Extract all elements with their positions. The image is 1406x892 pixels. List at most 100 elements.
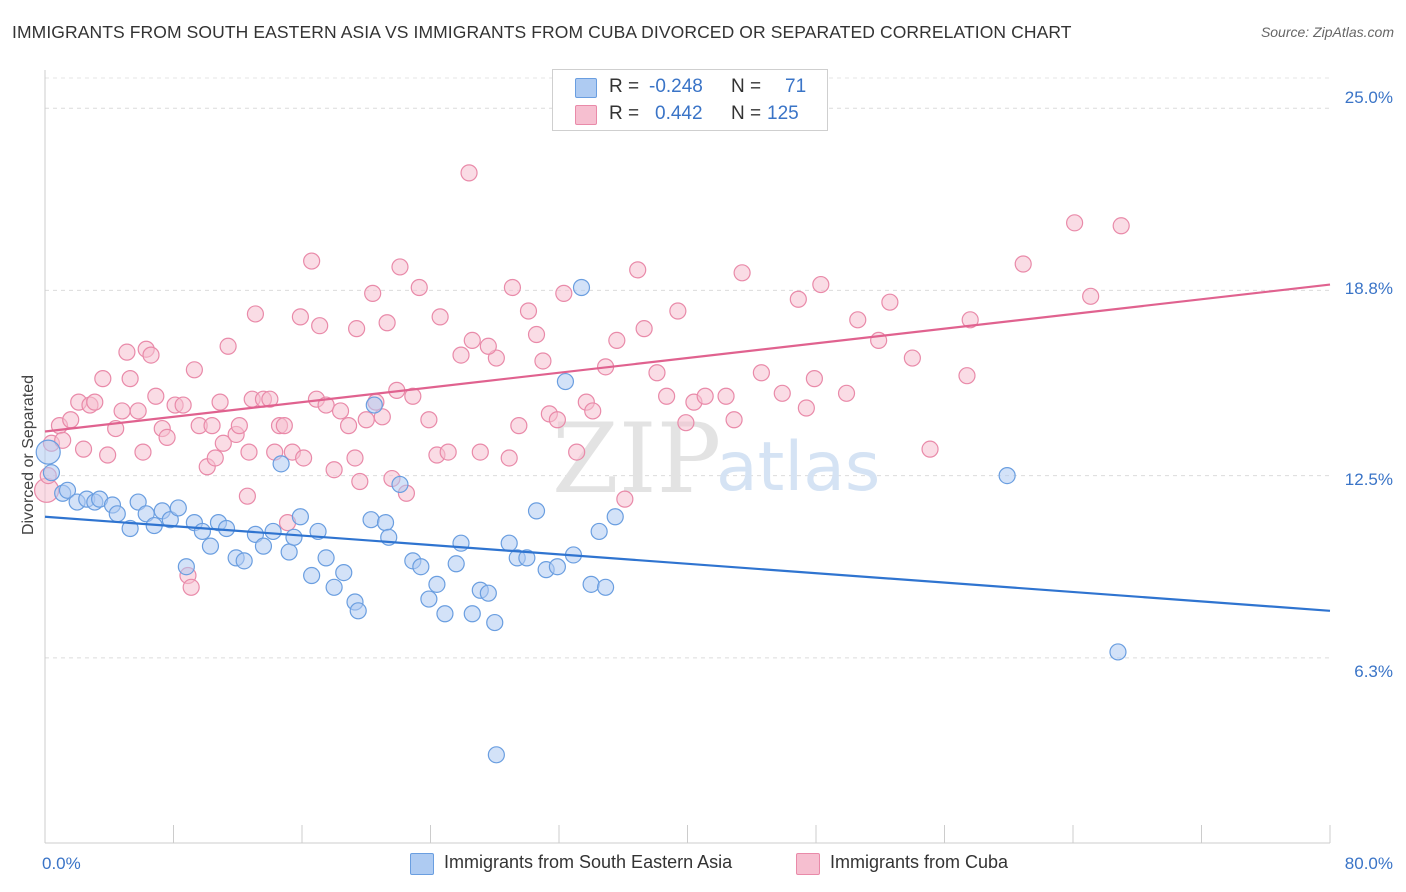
pink-swatch bbox=[575, 105, 597, 125]
south-eastern-asia-point bbox=[428, 575, 446, 593]
south-eastern-asia-point bbox=[452, 534, 470, 552]
cuba-point bbox=[519, 302, 538, 320]
cuba-point bbox=[471, 443, 489, 461]
cuba-point bbox=[568, 443, 586, 461]
south-eastern-asia-point bbox=[556, 372, 575, 391]
south-eastern-asia-point bbox=[201, 537, 220, 555]
cuba-point bbox=[378, 314, 396, 332]
cuba-point bbox=[669, 302, 687, 320]
cuba-point bbox=[500, 449, 518, 467]
cuba-point bbox=[608, 331, 626, 350]
cuba-point bbox=[311, 317, 329, 335]
south-eastern-asia-point bbox=[235, 552, 253, 570]
cuba-point bbox=[463, 331, 481, 350]
cuba-point bbox=[118, 343, 136, 361]
cuba-point bbox=[291, 308, 309, 326]
cuba-point bbox=[1112, 217, 1130, 235]
source-label: Source: ZipAtlas.com bbox=[1260, 24, 1394, 40]
south-eastern-asia-point bbox=[362, 511, 380, 529]
pink-swatch bbox=[796, 853, 820, 875]
cuba-point bbox=[881, 293, 899, 311]
cuba-point bbox=[121, 370, 139, 388]
south-eastern-asia-point bbox=[335, 563, 353, 582]
cuba-point bbox=[648, 364, 666, 382]
south-eastern-asia-point bbox=[527, 502, 546, 520]
cuba-point bbox=[958, 367, 976, 385]
south-eastern-asia-point bbox=[349, 602, 367, 620]
south-eastern-asia-point bbox=[572, 278, 591, 297]
south-eastern-asia-point bbox=[500, 534, 518, 552]
cuba-point bbox=[185, 361, 203, 379]
y-tick-label: 25.0% bbox=[1345, 88, 1393, 107]
cuba-point bbox=[94, 370, 112, 388]
south-eastern-asia-point bbox=[412, 558, 430, 576]
cuba-point bbox=[348, 320, 366, 338]
cuba-point bbox=[240, 443, 258, 461]
cuba-point bbox=[317, 396, 335, 414]
south-eastern-asia-point bbox=[582, 575, 600, 593]
cuba-point bbox=[733, 264, 751, 282]
x-ticks bbox=[44, 825, 1331, 843]
south-eastern-asia-point bbox=[42, 464, 61, 482]
south-eastern-asia-point bbox=[325, 578, 343, 596]
south-eastern-asia-point bbox=[1109, 643, 1127, 661]
r-label: R = bbox=[609, 76, 640, 97]
n-label: N = bbox=[731, 76, 762, 97]
blue-trend-line bbox=[44, 515, 1331, 612]
cuba-point bbox=[903, 349, 921, 367]
cuba-point bbox=[246, 305, 265, 323]
south-eastern-asia-point bbox=[606, 508, 624, 526]
south-eastern-asia-point bbox=[161, 511, 179, 529]
south-eastern-asia-point bbox=[303, 566, 321, 585]
south-eastern-asia-point bbox=[420, 590, 438, 608]
cuba-point bbox=[510, 417, 528, 435]
cuba-point bbox=[54, 431, 72, 449]
blue-swatch bbox=[575, 78, 597, 98]
cuba-point bbox=[182, 578, 200, 596]
south-eastern-asia-point bbox=[486, 613, 504, 632]
blue-points bbox=[35, 278, 1127, 764]
cuba-point bbox=[230, 417, 248, 435]
cuba-point bbox=[410, 278, 428, 297]
south-eastern-asia-point bbox=[285, 528, 303, 546]
south-eastern-asia-point bbox=[177, 558, 195, 576]
cuba-point bbox=[339, 417, 358, 435]
cuba-point bbox=[129, 402, 147, 420]
cuba-point bbox=[487, 349, 505, 367]
south-eastern-asia-point bbox=[254, 537, 273, 555]
cuba-point bbox=[62, 411, 80, 429]
south-eastern-asia-point bbox=[291, 508, 309, 526]
cuba-point bbox=[174, 396, 192, 414]
legend-label: Immigrants from South Eastern Asia bbox=[444, 852, 733, 872]
cuba-point bbox=[211, 393, 229, 411]
cuba-point bbox=[555, 284, 573, 302]
south-eastern-asia-point bbox=[35, 439, 61, 465]
chart-title: IMMIGRANTS FROM SOUTH EASTERN ASIA VS IM… bbox=[12, 22, 1072, 42]
cuba-point bbox=[849, 311, 867, 329]
cuba-point bbox=[527, 325, 546, 344]
gridlines bbox=[45, 77, 1330, 659]
cuba-point bbox=[452, 346, 470, 364]
cuba-point bbox=[961, 311, 979, 329]
cuba-point bbox=[357, 411, 375, 429]
cuba-point bbox=[295, 449, 313, 467]
cuba-point bbox=[219, 337, 237, 355]
cuba-point bbox=[134, 443, 152, 461]
cuba-point bbox=[460, 164, 478, 182]
cuba-point bbox=[1014, 255, 1032, 273]
south-eastern-asia-point bbox=[548, 558, 566, 576]
cuba-point bbox=[214, 434, 232, 452]
cuba-point bbox=[479, 337, 497, 355]
cuba-point bbox=[147, 387, 165, 405]
cuba-point bbox=[431, 308, 449, 326]
cuba-point bbox=[142, 346, 160, 364]
cuba-point bbox=[1082, 287, 1100, 305]
cuba-point bbox=[99, 446, 117, 464]
cuba-point bbox=[206, 449, 224, 467]
n-value: 71 bbox=[785, 76, 807, 97]
cuba-point bbox=[503, 278, 522, 297]
cuba-point bbox=[629, 261, 647, 279]
blue-swatch bbox=[410, 853, 434, 875]
cuba-point bbox=[752, 364, 770, 382]
